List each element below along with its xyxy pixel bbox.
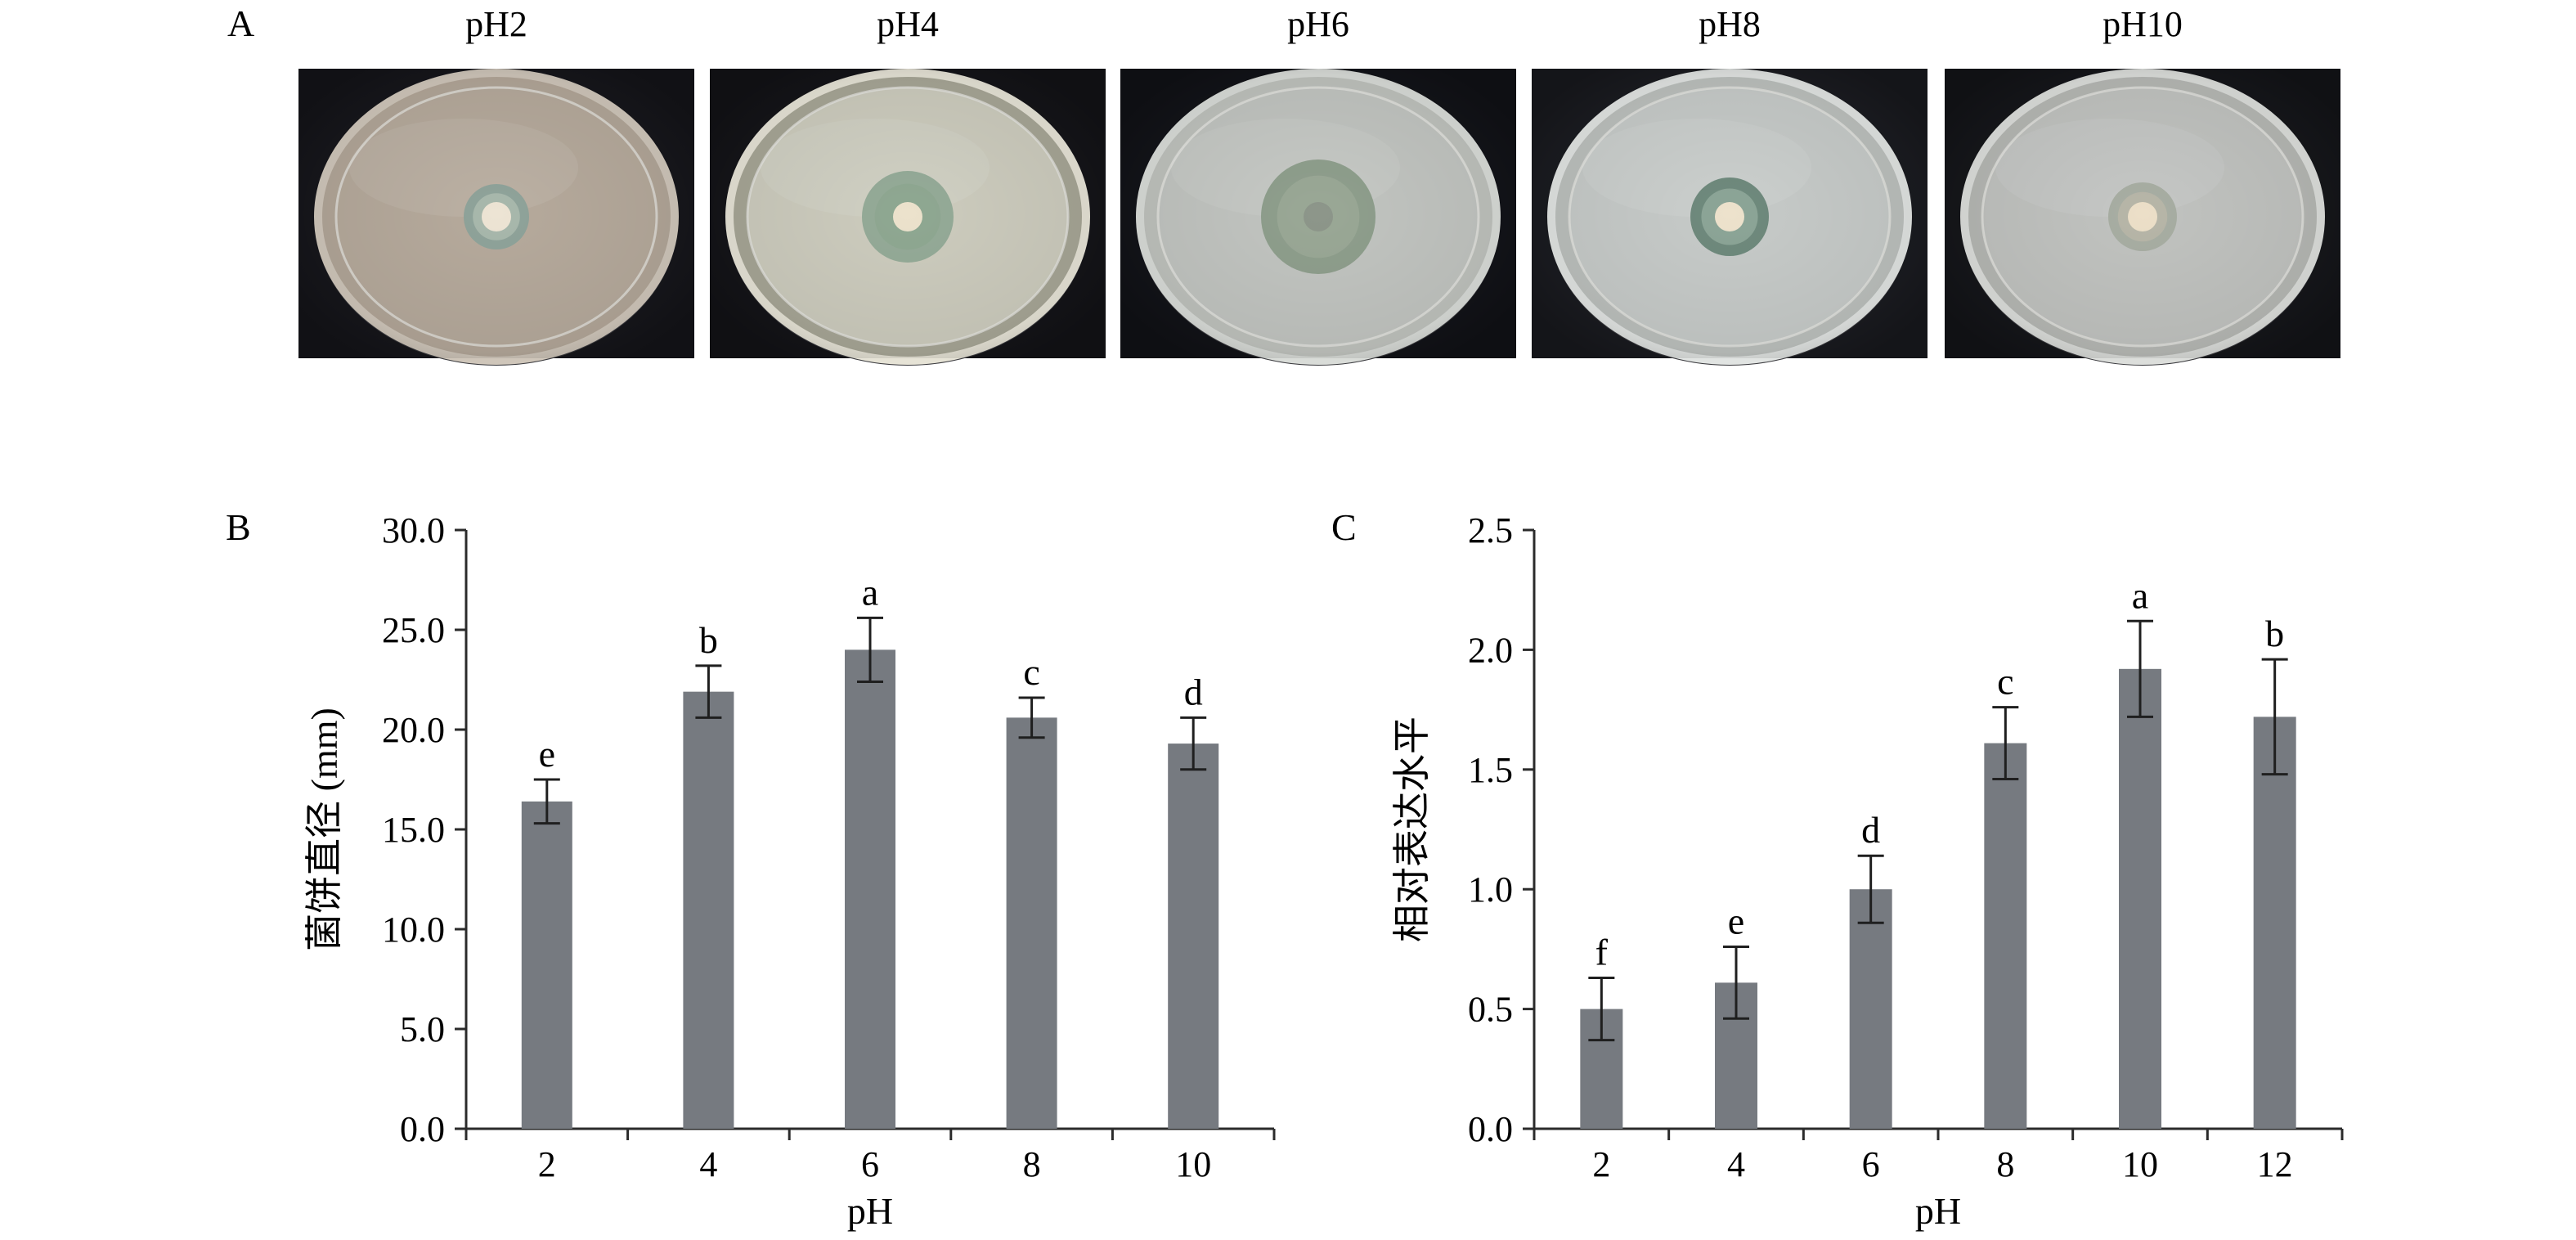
bar	[1849, 889, 1892, 1129]
x-tick-label: 10	[2122, 1144, 2158, 1184]
significance-letter: e	[1728, 900, 1744, 941]
panel-b-letter: B	[226, 506, 251, 548]
bar	[1168, 744, 1219, 1129]
x-axis-title: pH	[847, 1190, 893, 1232]
significance-letter: d	[1861, 809, 1880, 851]
y-tick-label: 25.0	[382, 610, 445, 650]
significance-letter: c	[1023, 651, 1039, 693]
panel-a: A pH2 pH4 pH6 pH8 pH10	[227, 2, 2340, 366]
plate-photo: pH8	[1532, 4, 1928, 366]
plate-photo: pH2	[298, 4, 694, 366]
x-tick-label: 2	[1592, 1144, 1610, 1184]
panel-b-chart: B 0.0 5.0 10.0 15.0 20.0 25.0 30.0 e 2 b 4 a 6 c 8 d 10 p…	[226, 506, 1276, 1232]
y-tick-label: 0.0	[1468, 1109, 1513, 1149]
y-tick-label: 1.5	[1468, 750, 1513, 790]
y-axis-title: 菌饼直径 (mm)	[303, 708, 345, 951]
plate-label: pH10	[2103, 4, 2183, 44]
bar	[845, 649, 895, 1129]
x-tick-label: 6	[861, 1144, 879, 1184]
y-tick-label: 2.5	[1468, 510, 1513, 550]
plate-label: pH4	[877, 4, 939, 44]
x-tick-label: 8	[1023, 1144, 1041, 1184]
significance-letter: d	[1184, 671, 1203, 712]
y-tick-label: 5.0	[400, 1009, 445, 1049]
y-tick-label: 0.5	[1468, 990, 1513, 1030]
photo-vignette	[298, 69, 694, 358]
y-tick-label: 20.0	[382, 710, 445, 750]
plate-label: pH6	[1287, 4, 1349, 44]
x-tick-label: 8	[1996, 1144, 2014, 1184]
significance-letter: a	[2132, 574, 2148, 616]
significance-letter: e	[539, 733, 555, 775]
x-tick-label: 2	[538, 1144, 556, 1184]
y-tick-label: 15.0	[382, 810, 445, 850]
bar	[2119, 668, 2161, 1129]
bar	[683, 691, 734, 1129]
y-tick-label: 30.0	[382, 510, 445, 550]
bar	[1006, 717, 1057, 1129]
x-tick-label: 4	[699, 1144, 717, 1184]
y-tick-label: 2.0	[1468, 630, 1513, 670]
plate-photo: pH10	[1945, 4, 2340, 366]
x-tick-label: 10	[1175, 1144, 1211, 1184]
significance-letter: f	[1595, 932, 1609, 973]
bar	[521, 801, 572, 1129]
significance-letter: b	[2265, 613, 2284, 654]
photo-vignette	[1945, 69, 2340, 358]
panel-c-letter: C	[1331, 506, 1357, 548]
y-tick-label: 10.0	[382, 910, 445, 950]
y-tick-label: 0.0	[400, 1109, 445, 1149]
y-axis-title: 相对表达水平	[1391, 717, 1433, 942]
significance-letter: c	[1997, 661, 2013, 703]
significance-letter: a	[862, 571, 878, 613]
plate-label: pH2	[465, 4, 527, 44]
photo-vignette	[1120, 69, 1516, 358]
bar	[2253, 717, 2296, 1129]
x-tick-label: 12	[2257, 1144, 2293, 1184]
x-tick-label: 4	[1727, 1144, 1745, 1184]
plate-photo: pH6	[1120, 4, 1516, 366]
x-axis-title: pH	[1915, 1190, 1961, 1232]
bar	[1984, 743, 2027, 1129]
photo-vignette	[710, 69, 1106, 358]
panel-c-chart: C 0.0 0.5 1.0 1.5 2.0 2.5 f 2 e 4 d 6 c 8 a 10 b 12 pH 相对表达…	[1331, 506, 2344, 1232]
panel-a-letter: A	[227, 2, 254, 44]
significance-letter: b	[699, 619, 718, 661]
y-tick-label: 1.0	[1468, 869, 1513, 910]
plate-label: pH8	[1699, 4, 1761, 44]
plate-photo: pH4	[710, 4, 1106, 366]
photo-vignette	[1532, 69, 1928, 358]
x-tick-label: 6	[1862, 1144, 1880, 1184]
